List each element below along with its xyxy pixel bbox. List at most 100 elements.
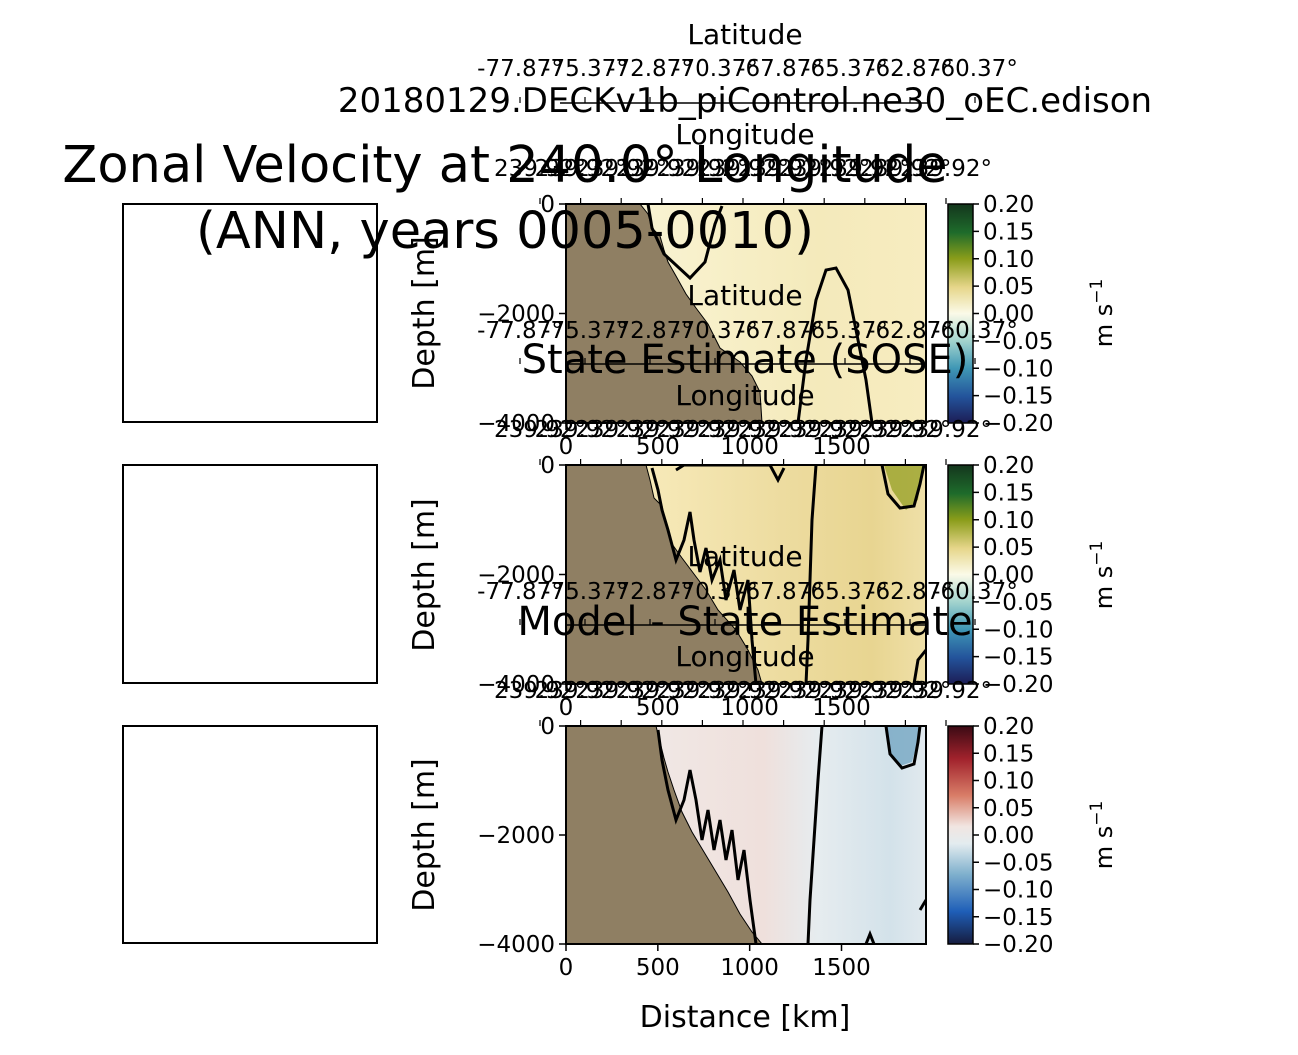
longitude-tick-label: 239.92° [738, 156, 830, 182]
colorbar-tick-label: −0.10 [983, 617, 1053, 643]
contour-line [804, 465, 818, 684]
colorbar-tick-label: −0.05 [983, 850, 1053, 876]
colorbar-tick-label: −0.10 [983, 356, 1053, 382]
negative-jet-difference [886, 726, 920, 766]
longitude-ticks-difference: 239.92°239.92°239.92°239.92°239.92°239.9… [494, 678, 992, 726]
colorbar-tick-label: 0.05 [983, 274, 1034, 300]
x-tick-label: 0 [559, 434, 574, 460]
longitude-tick-label: 239.92° [819, 678, 911, 704]
latitude-tick-label: -67.87° [737, 579, 823, 605]
colorbar-model [947, 203, 974, 424]
latitude-ticks-difference: -77.87°-75.37°-72.87°-70.37°-67.87°-65.3… [477, 579, 1018, 625]
x-tick-label: 0 [559, 955, 574, 981]
longitude-tick-label: 239.92° [616, 156, 708, 182]
contour-line [650, 467, 758, 684]
colorbar-unit-difference: m s [1090, 826, 1118, 870]
colorbar-tick-label: −0.05 [983, 329, 1053, 355]
x-tick-label: 0 [559, 695, 574, 721]
xlabel: Distance [km] [640, 1000, 851, 1035]
longitude-tick-label: 239.92° [697, 678, 789, 704]
longitude-tick-label: 239.92° [494, 678, 586, 704]
contour-line [656, 729, 758, 944]
colorbar-tick-label: 0.15 [983, 480, 1034, 506]
figure-title-line1: Zonal Velocity at 240.0° Longitude [62, 136, 947, 195]
colorbar-unit-sose: m s [1090, 566, 1118, 610]
latitude-tick-label: -72.87° [607, 318, 693, 344]
ylabel-model: Depth [m] [407, 236, 442, 390]
latitude-tick-label: -67.87° [737, 318, 823, 344]
panel-difference: 0 500 1000 1500 0 −2000 −4000 0.200.150.100.050… [122, 714, 1053, 981]
longitude-tick-label: 239.92° [535, 678, 627, 704]
colorbar-tick-label: 0.05 [983, 535, 1034, 561]
latitude-tick-label: -70.37° [672, 318, 758, 344]
y-tick-label: −4000 [477, 411, 555, 437]
colorbar-tick-label: 0.20 [983, 714, 1034, 740]
latitude-tick-label: -62.87° [867, 56, 953, 82]
top-axis-label-longitude-difference: Longitude [675, 640, 814, 673]
colorbar-tick-label: 0.10 [983, 769, 1034, 795]
x-tick-label: 1500 [812, 434, 871, 460]
longitude-tick-label: 239.92° [656, 678, 748, 704]
colorbar-unit-exp-sose: −1 [1087, 541, 1107, 566]
latitude-tick-label: -65.37° [802, 579, 888, 605]
x-tick-label: 500 [636, 695, 680, 721]
longitude-tick-label: 239.92° [494, 156, 586, 182]
latitude-tick-label: -77.87° [477, 318, 563, 344]
top-axis-label-longitude-model: Longitude [675, 118, 814, 151]
colorbar-sose [947, 464, 974, 685]
x-tick-label: 1000 [720, 955, 779, 981]
contour-line [675, 465, 786, 484]
contour-line [796, 266, 874, 423]
y-tick-label: 0 [540, 453, 555, 479]
panel-sose: 0 500 1000 1500 0 −2000 −4000 0.200.150.100.050… [122, 453, 1053, 721]
longitude-tick-label: 239.92° [778, 417, 870, 443]
colorbar-tick-label: −0.20 [983, 672, 1053, 698]
longitude-ticks-model: 239.92°239.92°239.92°239.92°239.92°239.9… [494, 156, 992, 204]
colorbar-tick-label: −0.15 [983, 384, 1053, 410]
longitude-tick-label: 239.92° [575, 417, 667, 443]
panel-title-difference: Model - State Estimate [517, 599, 972, 645]
colorbar-tick-label: −0.10 [983, 878, 1053, 904]
latitude-ticks-sose: -77.87°-75.37°-72.87°-70.37°-67.87°-65.3… [477, 318, 1018, 364]
inset-map-model [122, 203, 378, 423]
latitude-tick-label: -60.37° [932, 318, 1018, 344]
longitude-tick-label: 239.92° [535, 156, 627, 182]
contour-line [884, 726, 922, 770]
longitude-tick-label: 239.92° [575, 678, 667, 704]
latitude-tick-label: -75.37° [542, 56, 628, 82]
longitude-tick-label: 239.92° [656, 156, 748, 182]
latitude-tick-label: -70.37° [672, 56, 758, 82]
panel-title-model: 20180129.DECKv1b_piControl.ne30_oEC.edis… [338, 81, 1152, 121]
y-tick-label: 0 [540, 192, 555, 218]
longitude-tick-label: 239.92° [778, 156, 870, 182]
longitude-tick-label: 239.92° [575, 156, 667, 182]
longitude-ticks-sose: 239.92°239.92°239.92°239.92°239.92°239.9… [494, 417, 992, 465]
top-axis-label-latitude-difference: Latitude [687, 540, 802, 573]
latitude-tick-label: -62.87° [867, 318, 953, 344]
longitude-tick-label: 239.92° [656, 417, 748, 443]
colorbar-unit-exp-model: −1 [1087, 279, 1107, 304]
longitude-tick-label: 239.92° [859, 678, 951, 704]
longitude-tick-label: 239.92° [738, 678, 830, 704]
contour-line [806, 726, 824, 944]
colorbar-tick-label: −0.15 [983, 645, 1053, 671]
longitude-tick-label: 239.92° [859, 417, 951, 443]
colorbar-tick-label: 0.00 [983, 823, 1034, 849]
y-tick-label: −2000 [477, 563, 555, 589]
latitude-tick-label: -70.37° [672, 579, 758, 605]
top-axis-label-longitude-sose: Longitude [675, 379, 814, 412]
land-mask-sose [566, 465, 763, 684]
y-tick-label: −4000 [477, 932, 555, 958]
colorbar-label-sose: m s−1 [1087, 541, 1118, 610]
contour-line [880, 465, 926, 510]
colorbar-tick-label: 0.10 [983, 247, 1034, 273]
colorbar-tick-label: 0.00 [983, 302, 1034, 328]
latitude-tick-label: -67.87° [737, 56, 823, 82]
svg-text:m s−1: m s−1 [1087, 801, 1118, 870]
colorbar-tick-label: 0.00 [983, 563, 1034, 589]
top-axis-label-latitude-model: Latitude [687, 18, 802, 51]
longitude-tick-label: 239.92° [778, 678, 870, 704]
x-tick-label: 1500 [812, 955, 871, 981]
panel-title-sose: State Estimate (SOSE) [522, 337, 969, 383]
